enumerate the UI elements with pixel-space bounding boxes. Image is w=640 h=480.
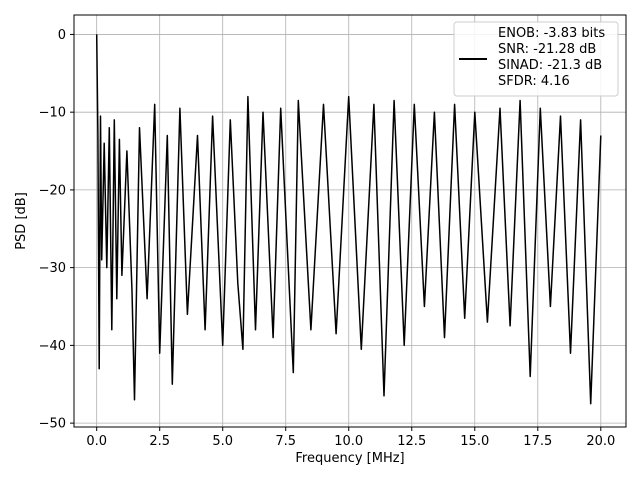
x-tick-label: 0.0: [86, 434, 107, 449]
legend-sinad: SINAD: -21.3 dB: [498, 58, 602, 73]
legend-enob: ENOB: -3.83 bits: [498, 26, 605, 41]
y-tick-label: −50: [39, 417, 66, 432]
y-axis-label: PSD [dB]: [14, 192, 29, 250]
y-tick-label: −20: [39, 183, 66, 198]
legend-sfdr: SFDR: 4.16: [498, 74, 570, 89]
x-tick-label: 17.5: [523, 434, 552, 449]
x-tick-label: 15.0: [460, 434, 489, 449]
x-tick-label: 5.0: [212, 434, 233, 449]
x-tick-label: 20.0: [586, 434, 615, 449]
y-tick-label: −40: [39, 339, 66, 354]
y-tick-label: 0: [58, 28, 66, 43]
psd-series-line: [95, 34, 602, 405]
legend: ENOB: -3.83 bits SNR: -21.28 dB SINAD: -…: [453, 21, 619, 97]
x-tick-label: 7.5: [275, 434, 296, 449]
x-tick-label: 12.5: [397, 434, 426, 449]
x-axis-label: Frequency [MHz]: [295, 451, 404, 466]
x-tick-label: 2.5: [149, 434, 170, 449]
plot-area: [95, 34, 602, 405]
legend-box: [453, 21, 619, 97]
y-tick-label: −30: [39, 261, 66, 276]
axis-ticks: 0.0 2.5 5.0 7.5 10.0 12.5 15.0 17.5 20.0 0 −10 −20 −…: [39, 28, 616, 449]
y-tick-label: −10: [39, 106, 66, 121]
legend-snr: SNR: -21.28 dB: [498, 42, 596, 57]
axes-frame: [73, 14, 627, 428]
x-tick-label: 10.0: [334, 434, 363, 449]
